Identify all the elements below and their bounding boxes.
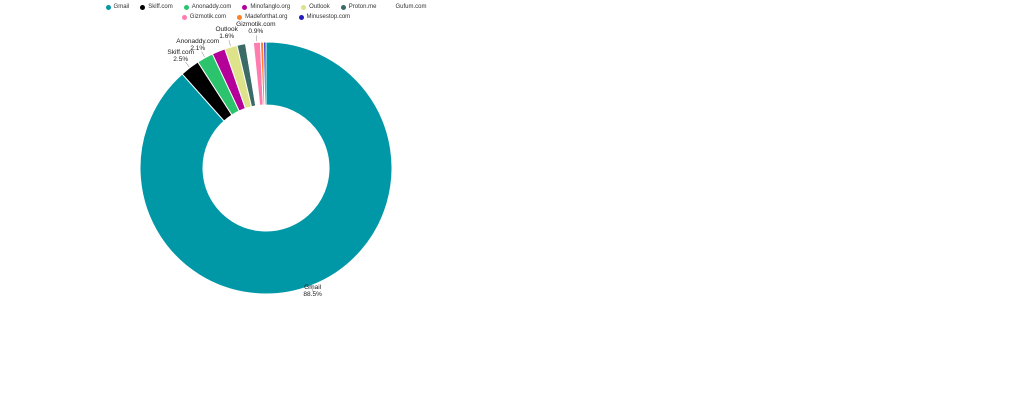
legend-item-proton-me[interactable]: Proton.me [340, 4, 377, 11]
legend-label: Madeforthat.org [245, 14, 288, 20]
label-leader-line [310, 286, 314, 293]
legend-dot-gizmotik-com [181, 15, 187, 20]
legend-label: Gmail [113, 4, 130, 10]
slice-label-gmail: Gmail 88.5% [303, 284, 322, 298]
legend-item-gmail[interactable]: Gmail [105, 4, 130, 11]
legend-item-anonaddy-com[interactable]: Anonaddy.com [183, 4, 232, 11]
legend-label: Proton.me [348, 4, 377, 10]
slice-label-gizmotik-com: Gizmotik.com 0.9% [236, 21, 275, 35]
label-leader-line [228, 40, 231, 47]
legend-item-madeforthat-org[interactable]: Madeforthat.org [237, 14, 288, 21]
label-leader-line [201, 51, 205, 58]
label-leader-line [185, 61, 190, 68]
legend-dot-gufum-com [387, 5, 393, 10]
slice-label-anonaddy-com: Anonaddy.com 2.1% [176, 38, 219, 52]
legend-dot-anonaddy-com [183, 5, 189, 10]
legend-label: Gizmotik.com [189, 14, 227, 20]
legend-label: Skiff.com [148, 4, 173, 10]
legend-label: Anonaddy.com [191, 4, 232, 10]
pie-slice-gmail[interactable] [139, 41, 393, 295]
legend-dot-outlook [301, 5, 307, 10]
legend-dot-minusestop-com [298, 15, 304, 20]
legend-dot-skiff-com [140, 5, 146, 10]
pie-slice-minusestop-com[interactable] [263, 41, 267, 106]
legend-dot-madeforthat-org [237, 15, 243, 20]
legend-label: Minusestop.com [306, 14, 351, 20]
chart-legend: Gmail Skiff.com Anonaddy.com Minofanglo.org… [0, 4, 532, 21]
legend-item-gizmotik-com[interactable]: Gizmotik.com [181, 14, 227, 21]
legend-label: Gufum.com [395, 4, 427, 10]
legend-dot-gmail [105, 5, 111, 10]
legend-item-gufum-com[interactable]: Gufum.com [387, 4, 426, 11]
legend-item-minusestop-com[interactable]: Minusestop.com [298, 14, 351, 21]
legend-dot-minofanglo-org [242, 5, 248, 10]
legend-item-outlook[interactable]: Outlook [301, 4, 330, 11]
legend-row: Gizmotik.com Madeforthat.org Minusestop.co… [181, 14, 351, 21]
legend-item-skiff-com[interactable]: Skiff.com [140, 4, 173, 11]
legend-item-minofanglo-org[interactable]: Minofanglo.org [242, 4, 290, 11]
legend-label: Minofanglo.org [250, 4, 291, 10]
slice-label-outlook: Outlook 1.6% [215, 26, 238, 40]
legend-label: Outlook [309, 4, 330, 10]
legend-row: Gmail Skiff.com Anonaddy.com Minofanglo.org… [105, 4, 426, 11]
legend-dot-proton-me [340, 5, 346, 10]
slice-label-skiff-com: Skiff.com 2.5% [167, 49, 194, 63]
